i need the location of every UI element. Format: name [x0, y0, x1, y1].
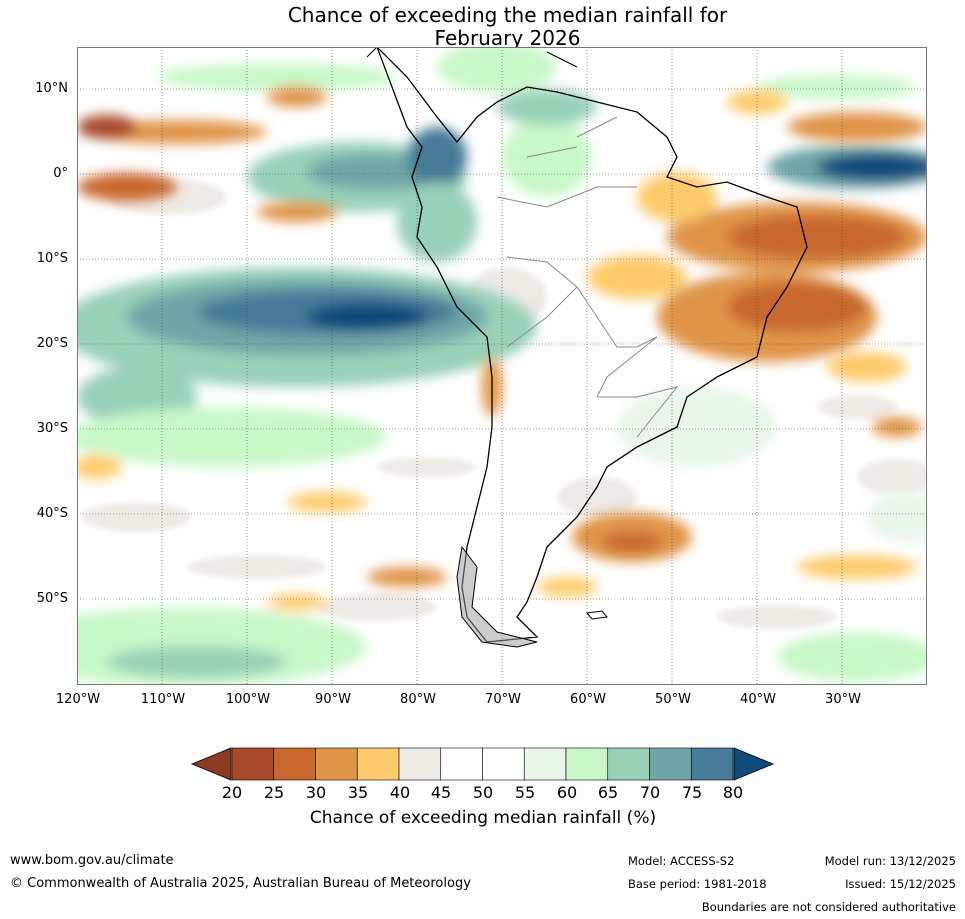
- tierra-del-fuego: [456, 545, 538, 648]
- lat-label-10S: 10°S: [36, 251, 68, 266]
- colorbar-cell-55-60: [523, 747, 567, 781]
- lon-label-80W: 80°W: [400, 692, 436, 707]
- footer-boundaries-note: Boundaries are not considered authoritat…: [701, 900, 956, 914]
- colorbar: [190, 747, 775, 781]
- colorbar-cell-60-65: [565, 747, 609, 781]
- colorbar-cell-50-55: [482, 747, 525, 781]
- lon-label-30W: 30°W: [825, 692, 861, 707]
- colorbar-tick-45: 45: [430, 783, 452, 802]
- cuba-hispaniola-coast: [366, 47, 578, 68]
- colorbar-under-arrow: [190, 747, 232, 781]
- falkland-islands: [586, 610, 608, 620]
- lat-label-20S: 20°S: [36, 336, 68, 351]
- map-title-line1: Chance of exceeding the median rainfall …: [287, 3, 728, 27]
- colorbar-tick-40: 40: [389, 783, 411, 802]
- map-title-line2: February 2026: [434, 26, 581, 50]
- rainfall-probability-map: [77, 47, 927, 685]
- lon-label-60W: 60°W: [570, 692, 606, 707]
- colorbar-cell-70-75: [649, 747, 692, 781]
- footer-copyright: © Commonwealth of Australia 2025, Austra…: [10, 876, 471, 891]
- colorbar-tick-50: 50: [472, 783, 494, 802]
- colorbar-tick-25: 25: [263, 783, 285, 802]
- lon-label-110W: 110°W: [140, 692, 186, 707]
- colorbar-cell-25-30: [273, 747, 316, 781]
- lon-label-40W: 40°W: [740, 692, 776, 707]
- lat-label-40S: 40°S: [36, 506, 68, 521]
- footer-model: Model: ACCESS-S2: [628, 854, 735, 868]
- south-america-coastline: [376, 47, 808, 643]
- wetter-than-median-areas: [77, 47, 927, 685]
- colorbar-cell-30-35: [315, 747, 358, 781]
- lon-label-50W: 50°W: [655, 692, 691, 707]
- colorbar-cell-40-45: [398, 747, 442, 781]
- colorbar-tick-30: 30: [305, 783, 327, 802]
- colorbar-tick-65: 65: [597, 783, 619, 802]
- colorbar-tick-60: 60: [556, 783, 578, 802]
- lon-label-70W: 70°W: [485, 692, 521, 707]
- colorbar-cell-20-25: [231, 747, 275, 781]
- colorbar-cell-35-40: [356, 747, 400, 781]
- country-borders: [496, 116, 679, 438]
- footer-website: www.bom.gov.au/climate: [10, 853, 174, 868]
- footer-issued: Issued: 15/12/2025: [845, 877, 956, 891]
- lon-label-100W: 100°W: [225, 692, 271, 707]
- lat-lon-gridlines: [77, 47, 927, 685]
- lat-label-0: 0°: [53, 166, 68, 181]
- footer-base-period: Base period: 1981-2018: [628, 877, 767, 891]
- lat-label-30S: 30°S: [36, 421, 68, 436]
- lat-label-50S: 50°S: [36, 591, 68, 606]
- colorbar-cell-75-80: [690, 747, 734, 781]
- lat-label-10N: 10°N: [35, 81, 68, 96]
- colorbar-tick-80: 80: [722, 783, 744, 802]
- map-border: [77, 47, 927, 685]
- footer-model-run: Model run: 13/12/2025: [824, 854, 956, 868]
- colorbar-cell-65-70: [607, 747, 650, 781]
- colorbar-title: Chance of exceeding median rainfall (%): [309, 808, 657, 828]
- colorbar-tick-70: 70: [639, 783, 661, 802]
- colorbar-over-arrow: [733, 747, 775, 781]
- colorbar-tick-55: 55: [514, 783, 536, 802]
- colorbar-cell-45-50: [440, 747, 483, 781]
- colorbar-tick-20: 20: [221, 783, 243, 802]
- lon-label-120W: 120°W: [55, 692, 101, 707]
- colorbar-tick-35: 35: [347, 783, 369, 802]
- colorbar-tick-75: 75: [681, 783, 703, 802]
- lon-label-90W: 90°W: [315, 692, 351, 707]
